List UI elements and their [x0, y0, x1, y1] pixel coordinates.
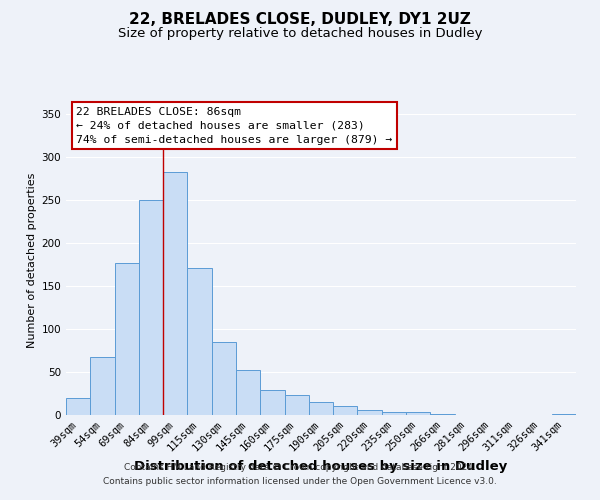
Y-axis label: Number of detached properties: Number of detached properties [27, 172, 37, 348]
Bar [163, 172, 187, 415]
Bar [66, 398, 90, 415]
Text: Contains HM Land Registry data © Crown copyright and database right 2024.: Contains HM Land Registry data © Crown c… [124, 464, 476, 472]
Text: Size of property relative to detached houses in Dudley: Size of property relative to detached ho… [118, 28, 482, 40]
Bar [212, 342, 236, 415]
Bar [187, 268, 212, 415]
Bar [552, 414, 576, 415]
Bar [260, 390, 284, 415]
Bar [406, 412, 430, 415]
Bar [284, 395, 309, 415]
Bar [90, 358, 115, 415]
Bar [115, 264, 139, 415]
Bar [139, 200, 163, 415]
Bar [358, 410, 382, 415]
Bar [309, 402, 333, 415]
Bar [236, 370, 260, 415]
Bar [382, 412, 406, 415]
Text: 22 BRELADES CLOSE: 86sqm
← 24% of detached houses are smaller (283)
74% of semi-: 22 BRELADES CLOSE: 86sqm ← 24% of detach… [76, 106, 392, 144]
X-axis label: Distribution of detached houses by size in Dudley: Distribution of detached houses by size … [134, 460, 508, 473]
Text: 22, BRELADES CLOSE, DUDLEY, DY1 2UZ: 22, BRELADES CLOSE, DUDLEY, DY1 2UZ [129, 12, 471, 28]
Text: Contains public sector information licensed under the Open Government Licence v3: Contains public sector information licen… [103, 477, 497, 486]
Bar [333, 406, 358, 415]
Bar [430, 414, 455, 415]
